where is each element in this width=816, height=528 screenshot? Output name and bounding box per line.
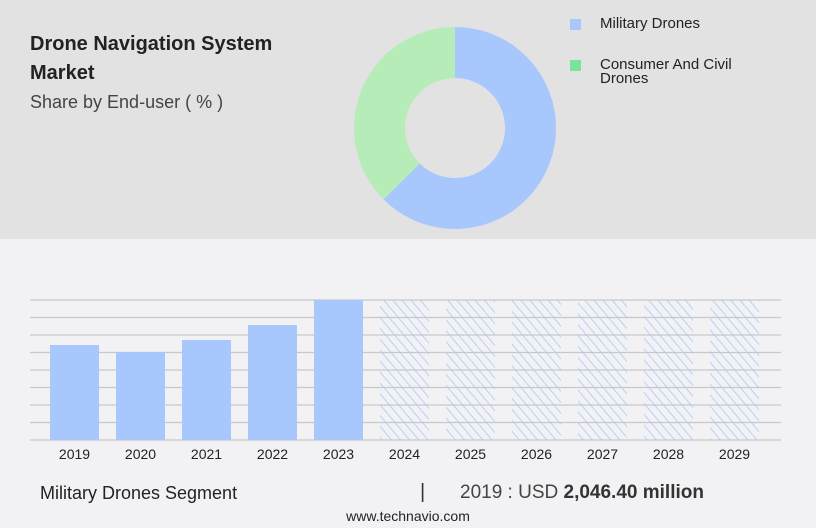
legend-swatch bbox=[570, 19, 581, 30]
donut-slice-1 bbox=[354, 27, 455, 200]
donut-chart bbox=[354, 27, 556, 229]
bar-forecast-2026 bbox=[512, 300, 561, 440]
x-tick-label: 2023 bbox=[323, 446, 354, 462]
x-tick-label: 2028 bbox=[653, 446, 684, 462]
bar-forecast-2024 bbox=[380, 300, 429, 440]
year-label: 2019 : USD bbox=[460, 482, 559, 503]
legend-item-consumer: Consumer And Civil Drones bbox=[570, 56, 770, 87]
segment-value: 2019 : USD 2,046.40 million bbox=[460, 482, 704, 504]
bar-2023 bbox=[314, 300, 363, 440]
bar-2019 bbox=[50, 345, 99, 440]
legend-label: Consumer And Civil Drones bbox=[600, 56, 732, 87]
x-tick-label: 2019 bbox=[59, 446, 90, 462]
segment-label: Military Drones Segment bbox=[40, 483, 238, 503]
bar-forecast-2025 bbox=[446, 300, 495, 440]
chart-title: Drone Navigation System Market bbox=[30, 33, 273, 84]
x-tick-label: 2021 bbox=[191, 446, 222, 462]
bar-2021 bbox=[182, 340, 231, 440]
x-tick-label: 2024 bbox=[389, 446, 420, 462]
legend-item-military: Military Drones bbox=[570, 15, 701, 32]
bar-2022 bbox=[248, 325, 297, 440]
x-tick-label: 2026 bbox=[521, 446, 552, 462]
bar-forecast-2029 bbox=[710, 300, 759, 440]
donut-slice-0 bbox=[383, 27, 556, 229]
bar-forecast-2027 bbox=[578, 300, 627, 440]
x-tick-label: 2027 bbox=[587, 446, 618, 462]
site-url[interactable]: www.technavio.com bbox=[346, 508, 470, 524]
x-tick-label: 2020 bbox=[125, 446, 156, 462]
value-amount: 2,046.40 million bbox=[563, 482, 704, 503]
x-tick-label: 2029 bbox=[719, 446, 750, 462]
chart-subtitle: Share by End-user ( % ) bbox=[30, 92, 224, 112]
legend-swatch bbox=[570, 60, 581, 71]
x-tick-label: 2025 bbox=[455, 446, 486, 462]
bar-chart: 2019 2020 2021 2022 2023 2024 2025 2026 2027 2028… bbox=[30, 299, 781, 462]
separator: | bbox=[420, 481, 426, 503]
bar-forecast-2028 bbox=[644, 300, 693, 440]
legend-label: Military Drones bbox=[600, 15, 701, 32]
x-tick-label: 2022 bbox=[257, 446, 288, 462]
bar-2020 bbox=[116, 351, 165, 440]
